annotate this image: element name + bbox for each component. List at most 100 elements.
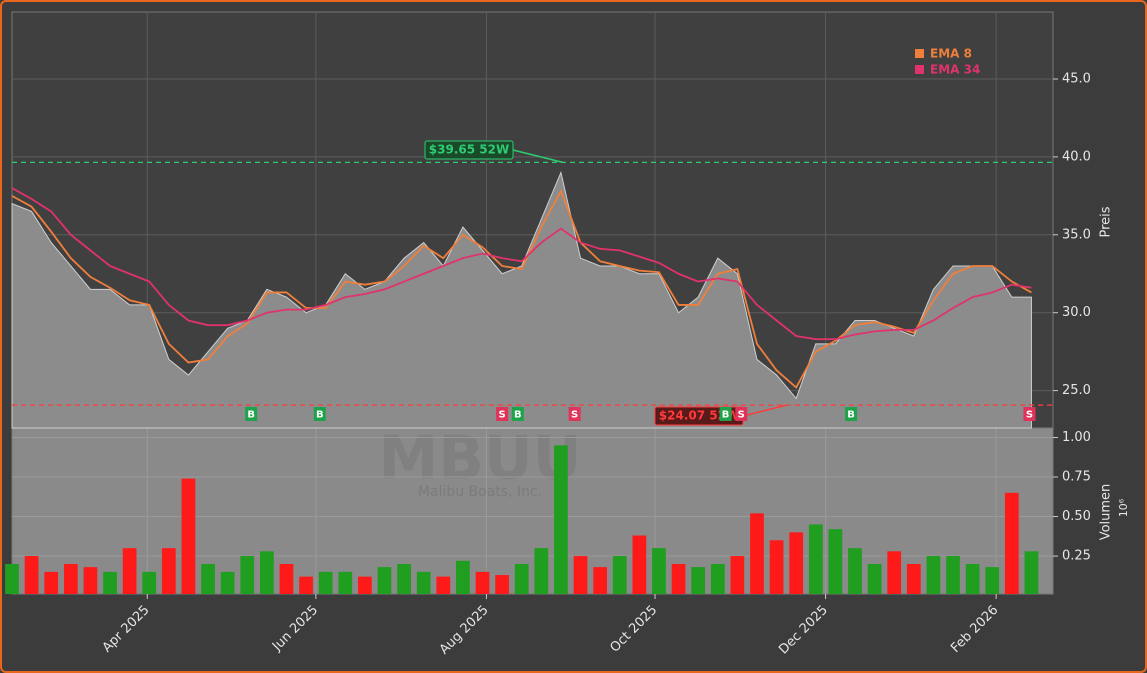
x-tick-label: Jun 2025 [269,603,321,655]
y2-tick-label: 1.00 [1062,430,1091,445]
volume-bar [554,445,568,594]
y2-tick-label: 0.25 [1062,549,1091,564]
volume-bar [495,575,509,594]
signal-marker [568,407,581,421]
volume-bar [416,571,431,594]
volume-bar [985,567,1000,594]
volume-bar [299,576,313,594]
volume-bar [926,556,941,594]
volume-bar [906,563,921,594]
annotation-arrow [512,149,564,164]
volume-bar [24,556,39,594]
volume-bar [83,567,98,594]
volume-bar [436,576,451,594]
y2-exponent: 10⁶ [1117,498,1130,517]
signal-label: S [499,410,506,421]
volume-bar [652,548,666,594]
volume-bar [220,571,235,594]
y2-tick-label: 0.50 [1062,509,1091,524]
volume-bar [122,548,137,594]
y-tick-label: 25.0 [1062,383,1091,398]
volume-bar [573,556,588,594]
volume-bar [691,567,706,594]
signal-marker [735,407,748,421]
volume-bar [318,571,333,594]
y-tick-label: 45.0 [1062,71,1091,86]
signal-marker [496,407,509,421]
volume-bar [867,563,882,594]
signal-marker [511,407,524,421]
signal-marker [719,407,732,421]
y2-tick-label: 0.75 [1062,470,1091,485]
volume-bar [358,576,372,594]
signal-label: B [247,410,255,421]
annotation-arrow [742,404,787,417]
volume-bar [475,571,490,594]
y2-axis-label: Volumen [1099,484,1114,541]
volume-bar [181,478,196,594]
volume-bar [338,571,353,594]
volume-bar [534,548,549,594]
volume-bar [63,563,78,594]
volume-bar [730,556,745,594]
volume-bar [632,535,647,594]
annotation-text: $39.65 52W [429,143,509,157]
volume-bar [769,540,784,594]
volume-bar [750,513,764,594]
signal-label: S [571,410,578,421]
x-tick-label: Feb 2026 [948,603,1001,656]
volume-bar [397,563,411,594]
volume-bar [612,556,627,594]
volume-bar [808,524,823,594]
signal-marker [313,407,326,421]
legend-swatch [915,65,924,74]
volume-bar [142,571,157,594]
annotation-box [424,140,514,160]
ema-line [11,189,1032,389]
volume-bar [1024,551,1039,594]
signal-label: B [514,410,522,421]
signal-marker [1023,407,1036,421]
watermark-subtitle: Malibu Boats, Inc. [418,484,542,500]
signal-label: B [722,410,730,421]
x-tick-label: Dec 2025 [776,603,831,658]
volume-bar [848,548,862,594]
signal-marker [245,407,258,421]
volume-bar [240,556,255,594]
volume-bar [377,567,392,594]
volume-bar [828,529,843,594]
x-tick-label: Oct 2025 [608,603,661,656]
volume-bar [44,571,59,594]
volume-bar [279,563,294,594]
volume-bar [965,563,980,594]
signal-label: S [738,410,745,421]
legend-label: EMA 34 [930,63,980,77]
legend-swatch [915,49,924,58]
x-tick-label: Aug 2025 [437,603,492,658]
signal-label: B [316,410,324,421]
volume-bar [789,532,804,594]
signal-label: B [847,410,855,421]
y-tick-label: 35.0 [1062,227,1091,242]
watermark: MBUU [379,424,582,494]
annotation-text: $24.07 52W [659,409,739,423]
legend-label: EMA 8 [930,47,972,61]
price-area [11,170,1032,429]
volume-bar [259,551,274,594]
volume-bar [710,563,725,594]
signal-label: S [1026,410,1033,421]
x-tick-label: Apr 2025 [100,603,153,656]
ema-line [11,187,1032,341]
y-axis-label: Preis [1099,206,1114,237]
volume-bar [887,551,902,594]
volume-bar [103,571,117,594]
volume-bar [671,563,686,594]
volume-bar [5,563,19,594]
y-tick-label: 40.0 [1062,149,1091,164]
volume-bar [946,556,960,594]
volume-bar [161,548,176,594]
y-tick-label: 30.0 [1062,305,1091,320]
volume-bar [514,563,529,594]
volume-bar [201,563,215,594]
